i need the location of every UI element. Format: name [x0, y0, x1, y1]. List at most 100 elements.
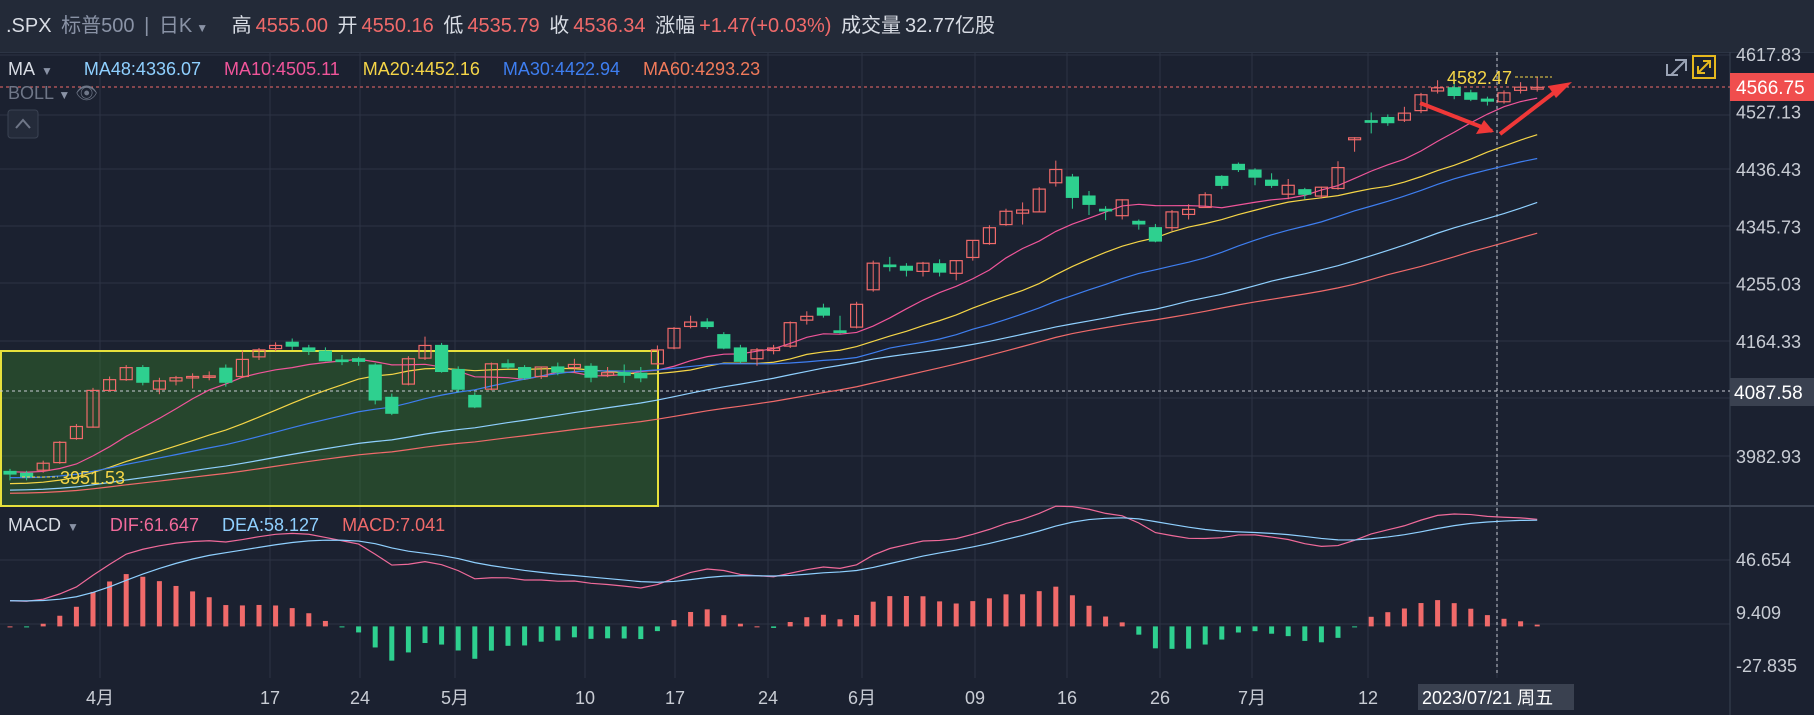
candle-body [152, 380, 166, 390]
dif-line [9, 505, 1538, 602]
period-selector[interactable]: 日K [158, 15, 193, 37]
macd-bar [1484, 615, 1490, 627]
macd-bar [1235, 626, 1241, 633]
candle-body [1447, 87, 1461, 97]
candle [551, 362, 565, 376]
candle [468, 392, 482, 409]
candle-body [966, 239, 980, 259]
candle-body [1231, 163, 1246, 171]
symbol-code[interactable]: .SPX [6, 15, 52, 37]
candle-body [1082, 195, 1096, 205]
candle [69, 423, 84, 440]
candle-body [717, 334, 731, 349]
highlight-box [0, 350, 659, 507]
macd-bar [1335, 626, 1341, 638]
candle-body [1530, 86, 1544, 90]
chevron-down-icon[interactable]: ▼ [41, 64, 53, 78]
macd-bar [737, 623, 743, 627]
ma-indicator-label[interactable]: MA [8, 59, 35, 79]
macd-bar [439, 626, 445, 645]
candle [1530, 77, 1544, 92]
macd-bar [289, 608, 295, 627]
candle-body [617, 372, 631, 376]
candle [152, 377, 166, 395]
candle-body [318, 350, 332, 362]
macd-bar [870, 601, 876, 627]
candle [683, 315, 698, 329]
candle-body [269, 344, 283, 350]
candle-body [302, 347, 316, 352]
candle [119, 365, 133, 381]
expand-icon[interactable] [1666, 59, 1687, 76]
date-tick-label: 17 [260, 688, 280, 708]
candle-body [1480, 98, 1495, 102]
macd-bar [1435, 600, 1441, 627]
macd-bar [455, 626, 461, 651]
ma60-value: MA60:4293.23 [643, 59, 761, 79]
collapse-button[interactable] [7, 109, 39, 139]
candle-body [252, 349, 266, 358]
fullscreen-icon[interactable] [1692, 55, 1716, 79]
macd-bar [306, 613, 312, 627]
candle-body [136, 367, 150, 383]
candle-body [186, 375, 200, 379]
macd-bar [1086, 605, 1092, 627]
macd-bar [1302, 626, 1308, 641]
chevron-down-icon[interactable]: ▼ [196, 21, 209, 35]
macd-bar [522, 626, 528, 646]
macd-bar [1518, 621, 1524, 627]
macd-bar [638, 626, 644, 640]
candle-body [1497, 92, 1511, 103]
candle [235, 350, 249, 378]
candle [866, 260, 880, 292]
macd-bar [57, 615, 63, 627]
candle-body [650, 349, 665, 365]
candle-body [1065, 176, 1080, 198]
candle [584, 363, 598, 383]
candle-body [567, 363, 582, 369]
date-tick-label: 26 [1150, 688, 1170, 708]
macd-bar [887, 596, 893, 627]
candle-body [1464, 92, 1478, 100]
candle [418, 336, 432, 361]
candle [1430, 80, 1445, 94]
candle-body [86, 389, 100, 428]
macd-bar [937, 601, 943, 627]
macd-bar [1352, 626, 1358, 628]
eye-hidden-icon[interactable]: 👁 [75, 83, 99, 103]
chevron-up-icon[interactable] [15, 118, 31, 129]
boll-indicator[interactable]: BOLL ▼ 👁 [8, 83, 98, 104]
candle [982, 225, 997, 245]
candle [1165, 209, 1179, 231]
dea-line [9, 517, 1538, 602]
candle-body [600, 372, 615, 376]
candle-body [1264, 179, 1279, 186]
price-tick-label: 4255.03 [1736, 275, 1801, 295]
candle [899, 263, 914, 277]
macd-bar [505, 626, 511, 646]
chevron-down-icon[interactable]: ▼ [58, 88, 71, 102]
candle [1115, 199, 1129, 220]
date-tick-label: 6月 [848, 688, 876, 708]
candle [667, 327, 681, 350]
macd-bar [339, 626, 345, 628]
candle [783, 321, 797, 349]
macd-indicator-label[interactable]: MACD [8, 515, 61, 535]
price-tick-label: 3982.93 [1736, 447, 1801, 467]
candle [385, 393, 399, 416]
macd-bar [273, 605, 279, 627]
candle [1015, 202, 1030, 225]
crosshair-price-badge-text: 4087.58 [1734, 383, 1803, 404]
annotation-arrow-down [1419, 101, 1493, 133]
macd-bar [1269, 626, 1275, 634]
candle-body [1430, 87, 1445, 92]
candle [932, 259, 947, 277]
candle [1381, 114, 1395, 126]
candle [501, 359, 515, 369]
price-tick-label: 4436.43 [1736, 160, 1801, 180]
candle [401, 356, 415, 386]
candle [534, 366, 548, 380]
chevron-down-icon[interactable]: ▼ [67, 520, 79, 534]
candle-body [1148, 227, 1163, 242]
